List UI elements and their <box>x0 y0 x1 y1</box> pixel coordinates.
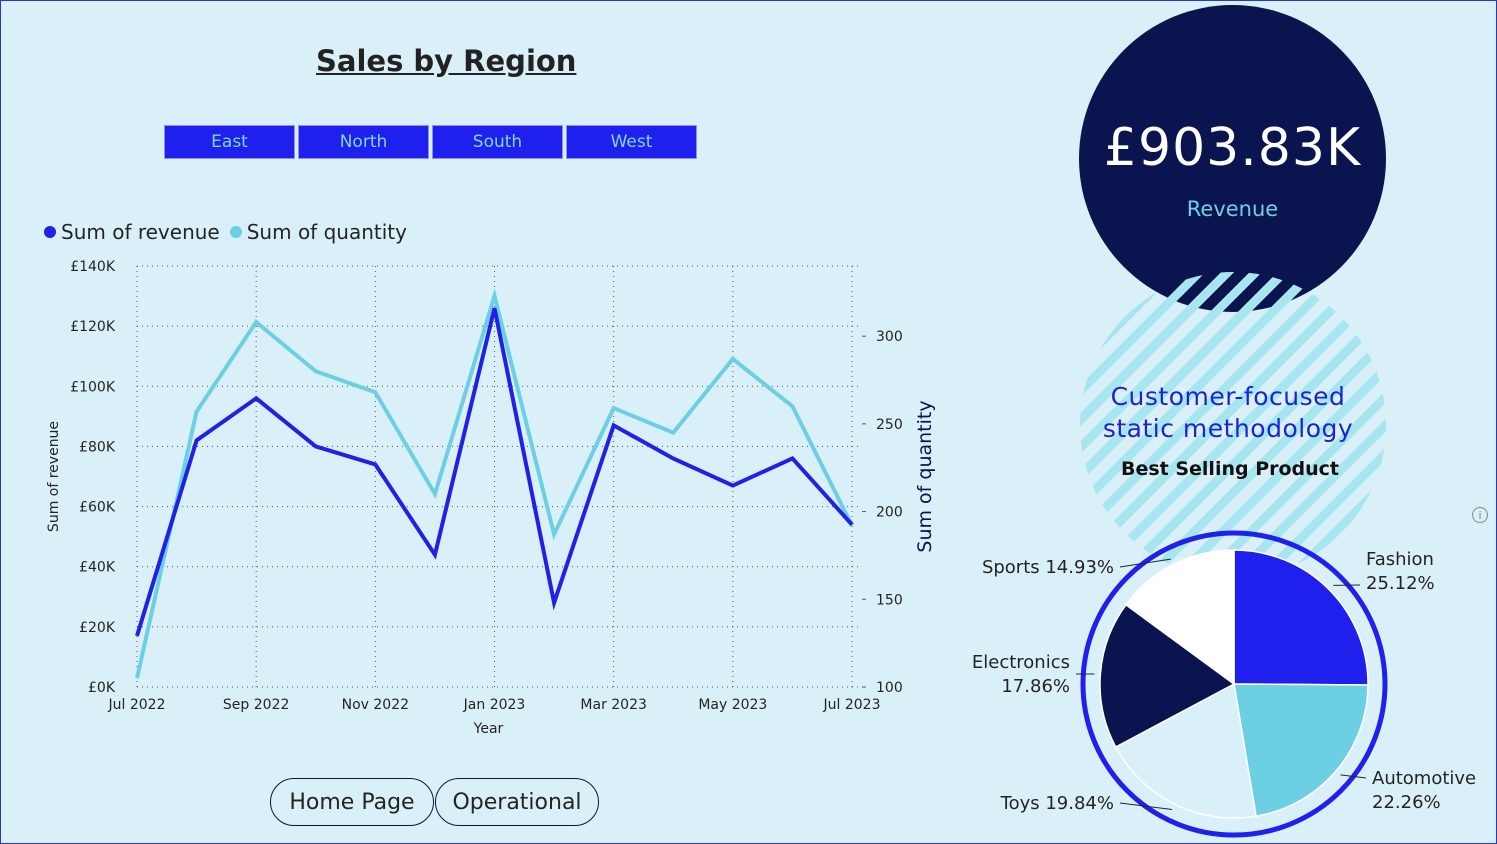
y-left-tick-label: £120K <box>70 319 116 335</box>
region-slicer: East North South West <box>164 125 697 159</box>
info-icon[interactable]: i <box>1472 507 1488 523</box>
tagline-line-1: Customer-focused <box>1110 382 1346 411</box>
quantity-line[interactable] <box>135 288 854 679</box>
x-tick-label: Jul 2023 <box>823 697 881 713</box>
y-left-tick-label: £20K <box>79 620 116 636</box>
operational-button[interactable]: Operational <box>435 778 599 826</box>
kpi-label: Revenue <box>1186 197 1279 221</box>
line-chart: £0K £20K £40K £60K £80K £100K £120K £140K 100 150… <box>46 259 936 737</box>
legend-item-quantity[interactable]: Sum of quantity <box>229 220 407 244</box>
y-left-tick-label: £100K <box>70 379 116 395</box>
x-axis-title: Year <box>473 721 504 737</box>
legend-item-revenue[interactable]: Sum of revenue <box>44 220 220 244</box>
y-left-tick-label: £60K <box>79 500 116 516</box>
y-left-axis-title: Sum of revenue <box>46 421 62 532</box>
x-tick-label: Nov 2022 <box>342 697 409 713</box>
y-right-tick-label: 250 <box>876 417 903 433</box>
y-left-tick-label: £0K <box>88 680 116 696</box>
y-right-tick-label: 100 <box>876 680 903 696</box>
chart-legend: Sum of revenue Sum of quantity <box>44 220 417 244</box>
slicer-south-button[interactable]: South <box>432 125 563 159</box>
tagline-line-2: static methodology <box>1102 414 1354 443</box>
revenue-line[interactable] <box>135 307 854 637</box>
slicer-north-button[interactable]: North <box>298 125 429 159</box>
x-tick-label: May 2023 <box>698 697 767 713</box>
y-left-tick-label: £80K <box>79 439 116 455</box>
y-left-tick-label: £40K <box>79 560 116 576</box>
legend-dot-quantity <box>229 226 242 238</box>
x-tick-label: Jan 2023 <box>463 697 526 713</box>
y-right-axis-title: Sum of quantity <box>914 400 936 552</box>
y-right-tick-label: 200 <box>876 505 903 521</box>
x-tick-label: Mar 2023 <box>580 697 647 713</box>
page-title: Sales by Region <box>316 44 577 78</box>
revenue-kpi-card: £903.83K Revenue <box>1079 5 1386 312</box>
legend-label-quantity: Sum of quantity <box>246 220 407 244</box>
slicer-east-button[interactable]: East <box>164 125 295 159</box>
striped-decoration <box>1080 272 1386 578</box>
y-right-tick-label: 150 <box>876 592 903 608</box>
legend-dot-revenue <box>44 226 56 238</box>
x-tick-label: Jul 2022 <box>108 697 166 713</box>
x-tick-label: Sep 2022 <box>223 697 289 713</box>
kpi-value: £903.83K <box>1103 118 1362 178</box>
tagline: Customer-focused static methodology <box>1080 381 1376 445</box>
best-selling-title: Best Selling Product <box>1120 458 1340 480</box>
slicer-west-button[interactable]: West <box>566 125 697 159</box>
legend-label-revenue: Sum of revenue <box>61 220 220 244</box>
y-right-tick-label: 300 <box>876 329 903 345</box>
y-left-tick-label: £140K <box>70 259 116 275</box>
home-page-button[interactable]: Home Page <box>270 778 434 826</box>
